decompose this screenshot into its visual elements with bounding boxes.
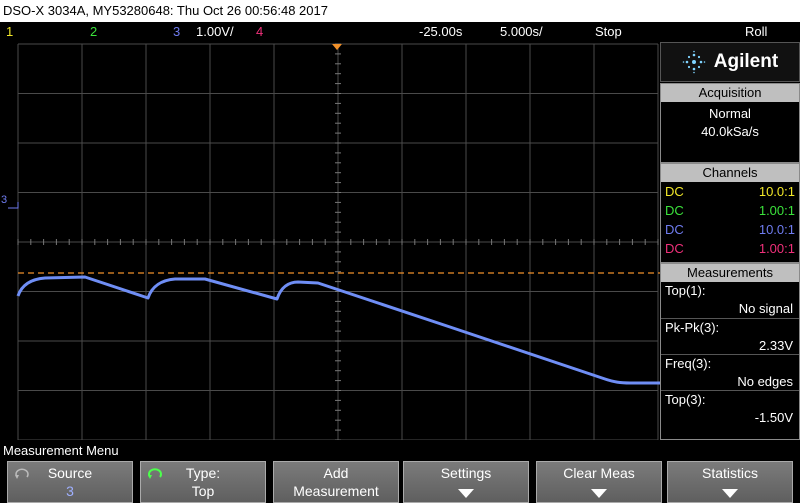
statistics-softkey[interactable]: Statistics xyxy=(667,461,793,503)
channel-2-row: DC 1.00:1 xyxy=(661,201,799,220)
measurement-name: Top(3): xyxy=(665,392,706,407)
measurement-name: Top(1): xyxy=(665,283,706,298)
brand-logo: Agilent xyxy=(660,42,800,82)
channel-3-scale: 1.00V/ xyxy=(196,24,234,39)
channel-2-coupling: DC xyxy=(665,203,684,218)
softkey-bar: Source 3 Type: Top Add Measurement Setti… xyxy=(0,461,800,503)
measurement-item[interactable]: Pk-Pk(3): 2.33V xyxy=(661,318,799,354)
softkey-label-line2: Measurement xyxy=(293,483,379,499)
measurement-value: 2.33V xyxy=(759,338,793,353)
acquisition-mode: Normal xyxy=(709,106,751,121)
waveform-display[interactable]: 3 xyxy=(0,42,660,440)
softkey-label: Add xyxy=(323,465,349,481)
acquisition-panel: Acquisition Normal 40.0kSa/s xyxy=(660,83,800,163)
channel-1-indicator[interactable]: 1 xyxy=(6,24,14,39)
menu-title: Measurement Menu xyxy=(0,442,800,460)
brand-name: Agilent xyxy=(713,51,779,72)
channel-3-ground-marker[interactable]: 3 xyxy=(1,194,7,206)
agilent-spark-icon xyxy=(682,50,706,74)
channel-3-indicator[interactable]: 3 xyxy=(173,24,181,39)
measurement-name: Pk-Pk(3): xyxy=(665,320,720,335)
softkey-label: Settings xyxy=(440,465,492,481)
softkey-value: Top xyxy=(191,483,215,499)
channel-3-row: DC 10.0:1 xyxy=(661,220,799,239)
add-measurement-softkey[interactable]: Add Measurement xyxy=(273,461,399,503)
channel-2-indicator[interactable]: 2 xyxy=(90,24,98,39)
channel-3-trace xyxy=(16,275,660,385)
submenu-arrow-icon xyxy=(591,489,607,498)
source-softkey[interactable]: Source 3 xyxy=(7,461,133,503)
channel-4-indicator[interactable]: 4 xyxy=(256,24,264,39)
measurement-name: Freq(3): xyxy=(665,356,712,371)
softkey-label: Source xyxy=(47,465,93,481)
channel-3-ground-marker-line xyxy=(8,202,19,209)
waveform-graticule: 3 xyxy=(1,43,660,440)
entry-knob-active-icon xyxy=(148,468,162,479)
measurement-value: No edges xyxy=(737,374,793,389)
channels-header: Channels xyxy=(661,164,799,182)
channel-3-coupling: DC xyxy=(665,222,684,237)
type-softkey[interactable]: Type: Top xyxy=(140,461,266,503)
softkey-label: Type: xyxy=(185,465,221,481)
submenu-arrow-icon xyxy=(722,489,738,498)
horizontal-delay: -25.00s xyxy=(419,24,463,39)
graticule-center-ticks xyxy=(17,43,659,440)
softkey-label: Clear Meas xyxy=(563,465,635,481)
channel-1-coupling: DC xyxy=(665,184,684,199)
measurement-item[interactable]: Top(1): No signal xyxy=(661,282,799,318)
channel-4-probe: 1.00:1 xyxy=(758,241,795,256)
measurements-header: Measurements xyxy=(661,264,799,282)
settings-softkey[interactable]: Settings xyxy=(403,461,529,503)
measurement-value: -1.50V xyxy=(754,410,793,425)
status-bar: 1 2 3 1.00V/ 4 -25.00s 5.000s/ Stop Roll xyxy=(0,22,800,42)
timebase: 5.000s/ xyxy=(500,24,543,39)
acquisition-mode-roll: Roll xyxy=(745,24,768,39)
trigger-position-marker[interactable] xyxy=(332,44,342,50)
sample-rate: 40.0kSa/s xyxy=(701,124,759,139)
softkey-label: Statistics xyxy=(701,465,758,481)
measurement-item[interactable]: Freq(3): No edges xyxy=(661,354,799,390)
acquisition-header: Acquisition xyxy=(661,84,799,102)
measurement-value: No signal xyxy=(738,301,793,316)
channel-1-probe: 10.0:1 xyxy=(758,184,795,199)
run-state: Stop xyxy=(595,24,622,39)
channel-4-row: DC 1.00:1 xyxy=(661,239,799,258)
channel-1-row: DC 10.0:1 xyxy=(661,182,799,201)
softkey-value: 3 xyxy=(66,483,74,499)
window-title: DSO-X 3034A, MY53280648: Thu Oct 26 00:5… xyxy=(0,0,800,22)
channels-panel: Channels DC 10.0:1 DC 1.00:1 DC 10.0:1 D… xyxy=(660,163,800,263)
channel-2-probe: 1.00:1 xyxy=(758,203,795,218)
submenu-arrow-icon xyxy=(458,489,474,498)
channel-3-probe: 10.0:1 xyxy=(758,222,795,237)
measurement-item[interactable]: Top(3): -1.50V xyxy=(661,390,799,426)
channel-4-coupling: DC xyxy=(665,241,684,256)
clear-meas-softkey[interactable]: Clear Meas xyxy=(536,461,662,503)
measurements-panel: Measurements Top(1): No signal Pk-Pk(3):… xyxy=(660,263,800,440)
side-panel: Agilent Acquisition Normal 40.0kSa/s Cha… xyxy=(660,42,800,440)
entry-knob-icon xyxy=(15,468,29,479)
